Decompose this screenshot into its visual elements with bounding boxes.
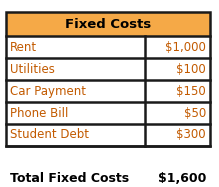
Bar [6, 12, 210, 36]
Text: Phone Bill: Phone Bill [10, 107, 68, 119]
Text: $100: $100 [176, 62, 206, 76]
Bar [6, 12, 210, 146]
Text: Rent: Rent [10, 41, 37, 53]
Text: $150: $150 [176, 85, 206, 97]
Text: Student Debt: Student Debt [10, 128, 89, 142]
Bar [6, 102, 210, 124]
Text: $50: $50 [184, 107, 206, 119]
Text: Utilities: Utilities [10, 62, 55, 76]
Text: Fixed Costs: Fixed Costs [65, 18, 151, 30]
Text: $300: $300 [176, 128, 206, 142]
Text: Car Payment: Car Payment [10, 85, 86, 97]
Text: $1,600: $1,600 [158, 171, 206, 185]
Bar [6, 124, 210, 146]
Text: $1,000: $1,000 [165, 41, 206, 53]
Bar [6, 58, 210, 80]
Bar [6, 36, 210, 58]
Bar [6, 80, 210, 102]
Text: Total Fixed Costs: Total Fixed Costs [10, 171, 129, 185]
